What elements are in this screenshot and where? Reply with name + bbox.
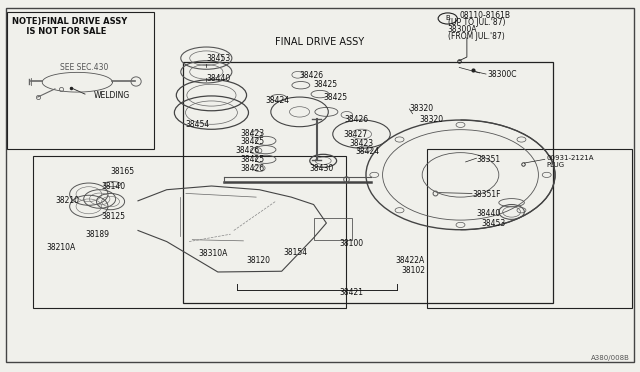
- Text: 38426: 38426: [300, 71, 324, 80]
- Text: (UP TO JUL.'87): (UP TO JUL.'87): [448, 19, 505, 28]
- Text: (FROM JUL.'87): (FROM JUL.'87): [448, 32, 504, 41]
- Bar: [314, 218, 352, 240]
- Text: 38427: 38427: [343, 130, 367, 140]
- Text: 38424: 38424: [356, 147, 380, 156]
- Text: 38421: 38421: [339, 288, 363, 297]
- Text: 38440: 38440: [476, 209, 500, 218]
- Bar: [182, 62, 553, 303]
- Text: 38140: 38140: [102, 182, 125, 191]
- Text: 38425: 38425: [240, 155, 264, 164]
- Text: 38310A: 38310A: [198, 249, 228, 258]
- Text: 38423: 38423: [349, 139, 374, 148]
- Bar: [428, 149, 632, 308]
- Text: IS NOT FOR SALE: IS NOT FOR SALE: [12, 26, 107, 36]
- Text: 38430: 38430: [309, 164, 333, 173]
- Text: 38102: 38102: [402, 266, 426, 275]
- Text: 38454: 38454: [186, 121, 210, 129]
- Text: 38320: 38320: [410, 104, 433, 113]
- Bar: [7, 12, 154, 149]
- Text: 00931-2121A
PLUG: 00931-2121A PLUG: [547, 155, 594, 169]
- Text: A380/008B: A380/008B: [591, 355, 630, 361]
- Text: 38426: 38426: [236, 145, 260, 154]
- Text: 38440: 38440: [206, 74, 230, 83]
- Text: 38423: 38423: [240, 129, 264, 138]
- Text: 38425: 38425: [323, 93, 348, 102]
- Text: 38210: 38210: [55, 196, 79, 205]
- Text: 38351F: 38351F: [472, 190, 500, 199]
- Text: 38425: 38425: [240, 137, 264, 146]
- Text: 38154: 38154: [283, 248, 307, 257]
- Text: 38422A: 38422A: [396, 256, 424, 265]
- Text: 38453: 38453: [206, 54, 230, 62]
- Text: NOTE)FINAL DRIVE ASSY: NOTE)FINAL DRIVE ASSY: [12, 17, 127, 26]
- Text: 38424: 38424: [266, 96, 290, 105]
- Text: 38100: 38100: [339, 239, 364, 248]
- Text: SEE SEC.430: SEE SEC.430: [60, 63, 108, 72]
- Text: B: B: [445, 16, 450, 22]
- Text: 08110-8161B: 08110-8161B: [460, 11, 510, 20]
- Text: 38426: 38426: [240, 164, 264, 173]
- Text: FINAL DRIVE ASSY: FINAL DRIVE ASSY: [275, 37, 365, 47]
- Text: 38165: 38165: [111, 167, 134, 176]
- Text: WELDING: WELDING: [93, 91, 129, 100]
- Text: 38300C: 38300C: [487, 70, 517, 79]
- Bar: [33, 156, 346, 308]
- Text: 38453: 38453: [481, 219, 505, 228]
- Text: 38300A: 38300A: [448, 25, 477, 34]
- Text: 38425: 38425: [314, 80, 338, 89]
- Text: 38320: 38320: [419, 115, 443, 124]
- Text: 38120: 38120: [246, 256, 271, 265]
- Text: 38189: 38189: [85, 230, 109, 240]
- Text: 38210A: 38210A: [47, 243, 76, 251]
- Text: 38426: 38426: [344, 115, 369, 124]
- Text: 38125: 38125: [102, 212, 125, 221]
- Text: 38351: 38351: [476, 155, 500, 164]
